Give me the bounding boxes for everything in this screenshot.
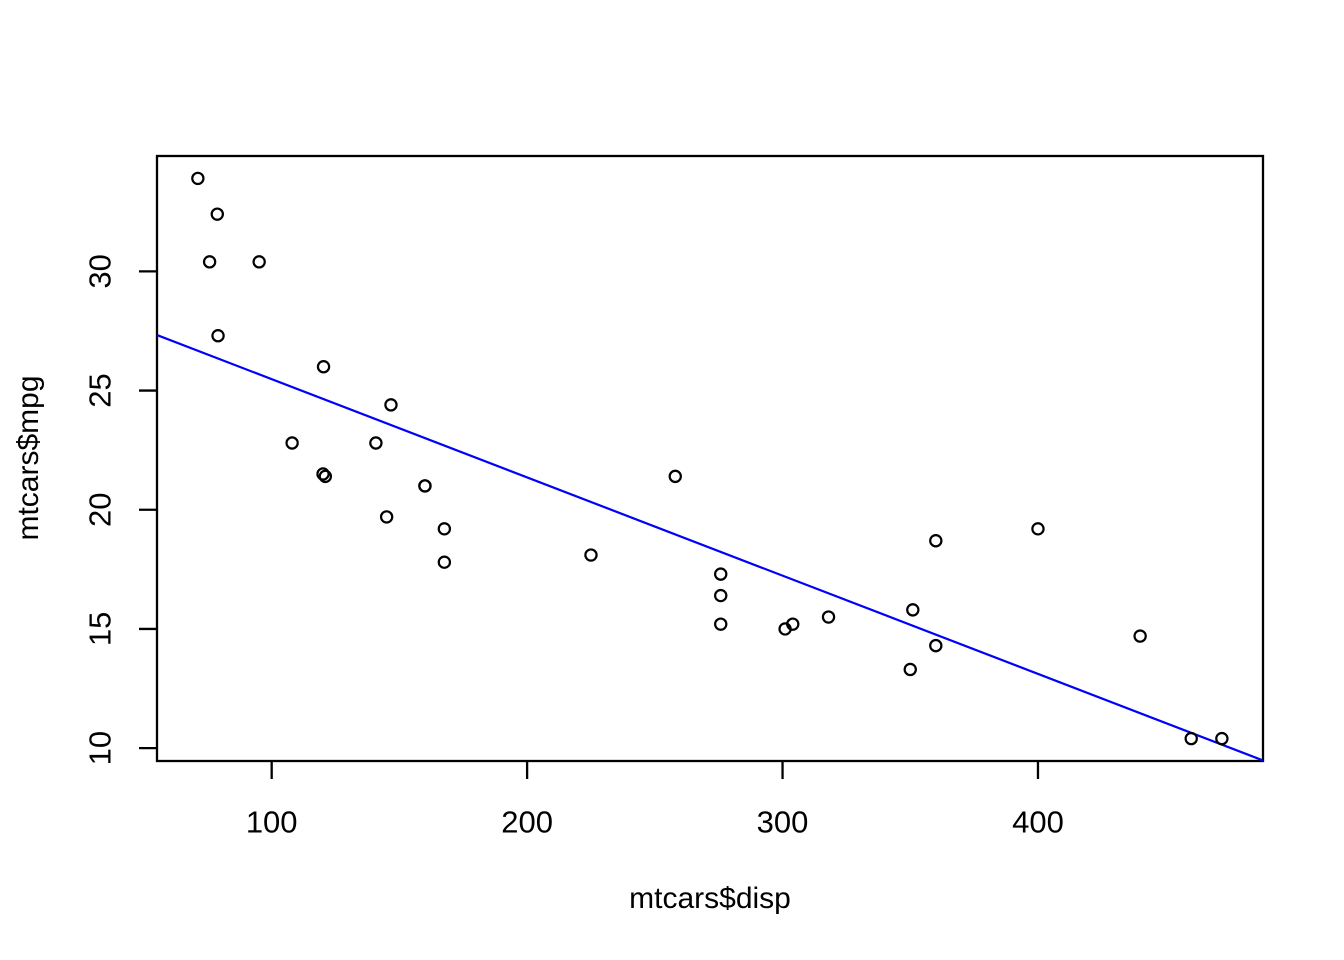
y-tick-label: 15 xyxy=(83,612,118,646)
data-point xyxy=(211,329,225,343)
data-point xyxy=(384,398,398,412)
x-tick-label: 100 xyxy=(246,805,298,840)
plot-box xyxy=(155,154,1265,763)
data-point xyxy=(906,603,920,617)
y-axis-title: mtcars$mpg xyxy=(12,375,45,541)
data-point xyxy=(929,638,943,653)
data-point xyxy=(316,467,330,481)
data-point xyxy=(437,522,452,536)
data-point xyxy=(714,567,728,581)
regression-line xyxy=(157,334,1263,761)
y-tick-label: 25 xyxy=(83,373,118,407)
y-tick-label: 20 xyxy=(83,493,118,527)
data-point xyxy=(714,617,728,631)
y-tick-label: 30 xyxy=(83,254,118,288)
data-point xyxy=(929,534,943,548)
data-point xyxy=(668,469,682,484)
data-point xyxy=(1031,522,1045,536)
data-point xyxy=(821,610,836,624)
data-point xyxy=(714,588,728,603)
data-point xyxy=(903,662,917,677)
y-tick-label: 10 xyxy=(83,731,118,765)
data-point xyxy=(252,255,266,269)
data-point xyxy=(379,510,394,524)
data-point xyxy=(437,555,452,569)
data-point xyxy=(210,207,224,221)
data-point xyxy=(316,360,331,374)
x-tick-label: 200 xyxy=(501,805,553,840)
data-point xyxy=(1133,629,1147,643)
data-point xyxy=(1215,731,1229,746)
data-point xyxy=(1184,731,1198,746)
data-point xyxy=(418,479,432,493)
x-tick-label: 400 xyxy=(1012,805,1064,840)
data-point xyxy=(584,548,598,562)
data-point xyxy=(369,436,383,450)
data-point xyxy=(191,171,205,186)
x-tick-label: 300 xyxy=(757,805,809,840)
data-point xyxy=(778,622,792,636)
data-point xyxy=(318,469,333,484)
x-axis-title: mtcars$disp xyxy=(629,882,791,915)
data-point xyxy=(202,255,217,269)
data-point xyxy=(285,436,299,450)
